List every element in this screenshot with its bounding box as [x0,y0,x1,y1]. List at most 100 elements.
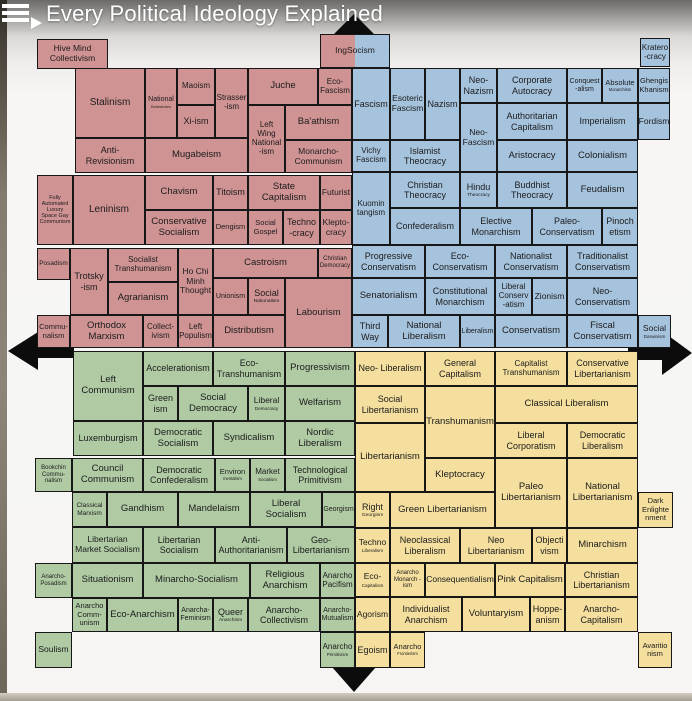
ideology-label: Castroism [244,256,287,268]
ideology-box-state-capitalism: State Capitalism [248,175,320,210]
ideology-box-anarcho-monarch-ism: Anarcho Monarch -ism [390,563,425,597]
ideology-label: Fiscal Conservatism [573,319,632,342]
left-edge-strip [0,0,7,701]
ideology-label: Environ [219,467,246,477]
ideology-label: Zionism [534,290,565,301]
ideology-label: Liberal Corporatism [506,430,556,451]
ideology-sublabel: Georgism [361,512,384,518]
ideology-box-democratic-liberalism: Democratic Liberalism [567,423,638,458]
ideology-box-progressive-conservatism: Progressive Conservatism [352,245,425,278]
ideology-label: Esoteric Fascism [391,93,424,113]
ideology-sublabel: mentalism [223,476,242,482]
ideology-label: Left Wing National -ism [251,120,282,156]
ideology-label: Democratic Socialism [153,426,203,449]
video-title: Every Political Ideology Explained [46,1,383,26]
bottom-edge-strip [0,693,692,701]
ideology-label: Fully Automated Luxury Space Gay Communi… [39,194,71,226]
ideology-label: Social [254,288,279,299]
menu-bar-icon [2,11,29,15]
menu-playlist-icon[interactable] [2,4,46,31]
ideology-box-anarcho-mutualism: Anarcho- Mutualism [320,598,355,632]
ideology-box-luxemburgism: Luxemburgism [73,421,143,456]
ideology-label: Consequentialism [426,574,494,585]
ideology-box-dark-enlighte-nment: Dark Enlighte nment [638,492,673,528]
ideology-box-green-libertarianism: Green Libertarianism [390,492,495,528]
ideology-label: Green Libertarianism [398,503,487,515]
ideology-box-religious-anarchism: Religious Anarchism [250,563,320,598]
ideology-sublabel: Democracy [254,406,279,412]
ideology-label: Anarcho- Collectivism [259,604,308,625]
ideology-label: Right [361,501,383,512]
ideology-label: Paleo Libertarianism [501,481,561,503]
ideology-box-vichy-fascism: Vichy Fascism [352,140,390,172]
ideology-box-posadism: Posadism [37,248,70,280]
ideology-box-transhumanism: Transhumanism [425,386,495,458]
ideology-label: Eco- Transhumanism [216,358,282,379]
ideology-box-agrarianism: Agrarianism [108,282,178,315]
ideology-label: Gandhism [120,503,165,515]
ideology-label: Xi-ism [183,116,209,127]
ideology-label: Eco- [363,571,382,582]
ideology-label: Geo- Libertarianism [292,534,350,555]
ideology-box-pink-capitalism: Pink Capitalism [495,563,565,597]
ideology-box-libertarian-market-socialism: Libertarian Market Socialism [72,527,143,563]
ideology-label: Neo- Nazism [463,75,494,96]
ideology-label: Posadism [39,260,68,268]
ideology-box-anarcho-collectivism: Anarcho- Collectivism [248,598,320,632]
ideology-box-classical-liberalism: Classical Liberalism [495,386,638,423]
ideology-box-leninism: Leninism [73,175,145,245]
ideology-box-castroism: Castroism [213,248,318,278]
ideology-label: Religious Anarchism [262,568,308,591]
ideology-label: Constitutional Monarchism [432,286,488,307]
ideology-box-neo-conservatism: Neo- Conservatism [567,278,638,315]
axis-arrow-up-icon [330,14,378,38]
ideology-label: Liberalism [461,327,494,335]
ideology-box-anarcho: Anarcho Frontierism [390,632,425,668]
ideology-label: Dengism [215,222,246,232]
ideology-box-anarcho-pacifism: Anarcho Pacifism [320,563,355,598]
ideology-label: Anarcho- Capitalism [580,604,623,625]
ideology-label: Techno -cracy [286,217,317,238]
ideology-box-mugabeism: Mugabeism [145,138,248,173]
ideology-box-liberal-conserv-atism: Liberal Conserv -atism [495,278,532,315]
ideology-box-voluntaryism: Voluntaryism [462,597,530,632]
ideology-label: Anarcho Monarch -ism [393,569,421,590]
ideology-label: Anti- Authoritarianism [218,534,284,555]
ideology-label: Conquest -alism [569,77,600,93]
ideology-box-social: Social Darwinism [638,315,671,348]
ideology-box-situationism: Situationism [72,563,143,598]
ideology-box-christian-democracy: Christian Democracy [318,248,352,278]
ideology-label: Imperialism [579,116,626,127]
ideology-label: Third Way [359,321,381,342]
ideology-label: Technological Primitivism [292,464,348,485]
ideology-label: Neo- Liberalism [358,363,422,374]
ideology-box-trotsky-ism: Trotsky -ism [70,248,108,315]
ideology-box-social-gospel: Social Gospel [248,210,283,245]
ideology-label: Feudalism [580,183,625,195]
ideology-label: Klepto- cracy [322,216,350,237]
ideology-box-distributism: Distributism [213,315,285,348]
ideology-box-libertarian-socialism: Libertarian Socialism [143,527,215,563]
ideology-label: Collect- ivism [146,321,175,340]
ideology-label: Ho Chi Minh Thought [179,266,212,296]
ideology-label: Hoppe- anism [532,604,563,625]
ideology-box-corporate-autocracy: Corporate Autocracy [497,68,567,103]
ideology-box-eco-anarchism: Eco-Anarchism [107,598,178,632]
ideology-box-technological-primitivism: Technological Primitivism [285,458,355,492]
ideology-box-egoism: Egoism [355,632,390,668]
ideology-box-techno: Techno Liberalism [355,528,390,563]
ideology-box-liberal: Liberal Democracy [248,386,285,421]
ideology-box-queer: Queer Anarchism [213,598,248,632]
ideology-box-ba-athism: Ba'athism [285,105,352,140]
ideology-box-gandhism: Gandhism [107,492,178,527]
ideology-label: Kleptocracy [435,468,485,480]
ideology-box-hive-mind-collectivism: Hive Mind Collectivism [37,39,108,69]
ideology-box-mandelaism: Mandelaism [178,492,250,527]
ideology-label: Islamist Theocracy [403,145,447,166]
ideology-label: Kratero -cracy [641,42,669,61]
ideology-box-neo-liberalism: Neo- Liberalism [355,351,425,386]
ideology-label: National [148,96,174,104]
ideology-box-anarcho-posadism: Anarcho- Posadism [35,563,72,598]
ideology-label: Elective Monarchism [471,216,521,237]
